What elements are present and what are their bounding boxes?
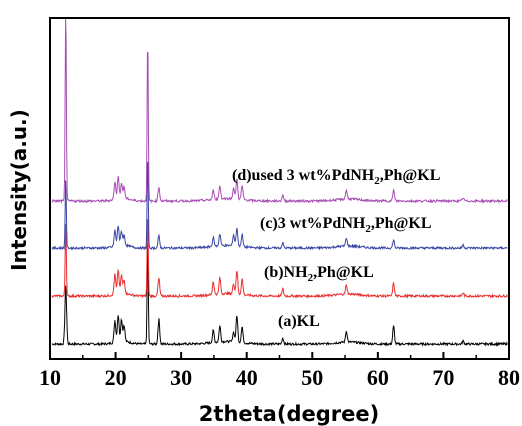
series-label-part: 2 (374, 175, 380, 187)
x-tick-label: 80 (498, 365, 520, 390)
plot-frame (49, 17, 510, 360)
x-tick-label: 30 (170, 365, 192, 390)
series-label-part: (c)3 wt%PdNH (260, 215, 366, 232)
series-label-part: (d)used 3 wt%PdNH (232, 167, 375, 184)
series-label-part: ,Ph@KL (380, 167, 441, 184)
series-label: (c)3 wt%PdNH2,Ph@KL (260, 215, 431, 235)
x-tick-label: 50 (301, 365, 323, 390)
series-line (51, 161, 508, 251)
series-label-part: (a)KL (278, 313, 320, 330)
x-axis-title: 2theta(degree) (199, 402, 379, 426)
series-label: (d)used 3 wt%PdNH2,Ph@KL (232, 167, 440, 187)
series-label: (b)NH2,Ph@KL (264, 264, 374, 284)
series-label-part: ,Ph@KL (313, 264, 374, 281)
series-labels: (a)KL(b)NH2,Ph@KL(c)3 wt%PdNH2,Ph@KL(d)u… (232, 167, 440, 330)
x-tick-label: 60 (367, 365, 389, 390)
x-ticks (49, 352, 510, 359)
x-tick-label: 10 (39, 365, 61, 390)
x-tick-label: 40 (236, 365, 258, 390)
series-label-part: 2 (365, 223, 371, 235)
x-tick-labels: 10 20 30 40 50 60 70 80 (39, 365, 520, 390)
series-label-part: 2 (308, 272, 314, 284)
series-line (51, 242, 508, 347)
y-axis-title: Intensity(a.u.) (7, 109, 31, 271)
series-line (51, 218, 508, 300)
series-label-part: (b)NH (264, 264, 308, 281)
series-lines (51, 18, 508, 347)
x-tick-label: 70 (432, 365, 454, 390)
series-label: (a)KL (278, 313, 320, 330)
x-tick-label: 20 (105, 365, 127, 390)
series-label-part: ,Ph@KL (371, 215, 432, 232)
series-line (51, 18, 508, 204)
